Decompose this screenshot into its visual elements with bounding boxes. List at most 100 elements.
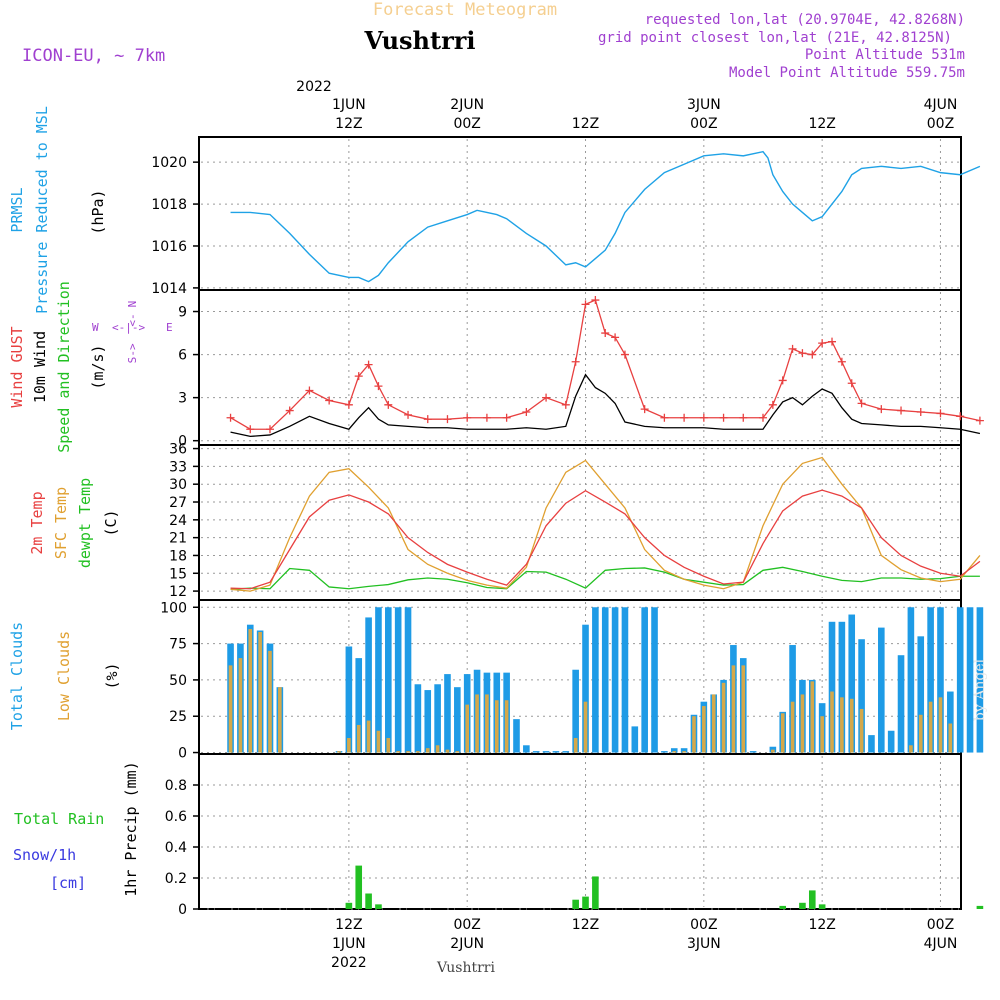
gust-marker xyxy=(897,406,906,415)
temp-ytick-label: 24 xyxy=(169,513,187,529)
wind-gust-label: Wind GUST xyxy=(8,326,26,407)
gust-marker xyxy=(719,413,728,422)
gust-marker xyxy=(482,413,491,422)
low-cloud-bar xyxy=(356,724,361,753)
low-cloud-bar xyxy=(721,682,726,753)
total-cloud-bar xyxy=(562,751,570,753)
gust-marker xyxy=(591,296,600,305)
low-cloud-bar xyxy=(820,716,824,753)
low-cloud-bar xyxy=(485,694,489,753)
gust-marker xyxy=(758,413,767,422)
low-cloud-bar xyxy=(909,745,913,753)
temp-unit-label: (C) xyxy=(102,509,120,536)
rain-bar xyxy=(808,890,816,909)
pressure-unit-label: (hPa) xyxy=(89,189,107,234)
low-cloud-bar xyxy=(741,665,746,753)
total-cloud-bar xyxy=(838,621,846,753)
precip-ytick-label: 0.6 xyxy=(165,809,187,825)
total-clouds-label: Total Clouds xyxy=(8,622,26,730)
low-cloud-bar xyxy=(337,751,341,753)
temp-ytick-label: 30 xyxy=(169,477,187,493)
rain-bar xyxy=(572,899,579,909)
total-cloud-bar xyxy=(907,607,915,753)
gust-marker xyxy=(581,300,590,309)
total-cloud-bar xyxy=(917,636,925,753)
low-cloud-bar xyxy=(278,687,282,753)
gust-marker xyxy=(384,400,393,409)
low-cloud-bar xyxy=(682,751,686,753)
wind-10m-line xyxy=(230,373,981,438)
faint-title: Forecast Meteogram xyxy=(373,0,557,20)
total-cloud-bar xyxy=(897,655,905,753)
bottom-time-label: 00Z xyxy=(690,917,717,933)
total-cloud-bar xyxy=(789,645,796,753)
total-cloud-bar xyxy=(670,748,678,753)
gust-marker xyxy=(305,386,314,395)
grid-lines xyxy=(193,139,959,910)
total-cloud-bar xyxy=(434,684,441,753)
gust-marker xyxy=(265,425,274,434)
bottom-time-label: 4JUN xyxy=(924,936,958,952)
low-cloud-bar xyxy=(672,751,677,753)
gust-marker xyxy=(847,379,856,388)
precip-ytick-label: 0 xyxy=(178,902,187,918)
low-cloud-bar xyxy=(928,701,933,753)
bottom-time-label: 12Z xyxy=(572,917,599,933)
total-cloud-bar xyxy=(572,669,579,753)
rain-bar xyxy=(345,902,353,909)
gust-marker xyxy=(423,415,432,424)
pressure-ytick-label: 1014 xyxy=(151,281,187,297)
gust-marker xyxy=(542,393,551,402)
cloud-ytick-label: 100 xyxy=(160,600,187,616)
total-cloud-bar xyxy=(365,617,372,753)
low-cloud-bar xyxy=(938,697,943,753)
gust-marker xyxy=(354,372,363,381)
total-cloud-bar xyxy=(680,748,688,753)
total-cloud-bar xyxy=(592,607,599,753)
low-cloud-bar xyxy=(386,738,391,753)
wind-ytick-label: 6 xyxy=(178,348,187,364)
total-cloud-bar xyxy=(828,621,836,753)
total-cloud-bar xyxy=(927,607,934,753)
bottom-time-label: 3JUN xyxy=(687,936,721,952)
gust-marker xyxy=(364,360,373,369)
rain-bar xyxy=(818,904,826,909)
gust-marker xyxy=(226,413,235,422)
top-hour-label: 00Z xyxy=(927,116,954,132)
pressure-ytick-label: 1016 xyxy=(151,239,187,255)
cloud-ytick-label: 75 xyxy=(169,637,187,653)
top-time-axis: 1JUN 12Z 2JUN 00Z 12Z 3JUN 00Z 12Z 4JUN 00Z xyxy=(332,97,957,132)
compass-s-arrow: -> xyxy=(126,343,139,357)
compass-north: N xyxy=(126,301,139,308)
cloud-unit-label: (%) xyxy=(103,662,121,689)
compass-legend: N <- -> S W <-|-> E xyxy=(92,301,173,364)
low-cloud-bar xyxy=(692,716,696,753)
low-cloud-bar xyxy=(445,749,450,753)
low-cloud-bar xyxy=(435,745,440,753)
total-cloud-bar xyxy=(621,607,629,753)
temp-ytick-label: 36 xyxy=(169,442,187,458)
gust-marker xyxy=(620,350,629,359)
bottom-time-label: 00Z xyxy=(453,917,480,933)
gust-marker xyxy=(828,337,837,346)
sfc-temp-line xyxy=(230,456,981,592)
gust-marker xyxy=(374,382,383,391)
top-hour-label: 00Z xyxy=(690,116,717,132)
low-cloud-bar xyxy=(849,698,854,753)
low-cloud-bar xyxy=(771,749,775,753)
low-cloud-bar xyxy=(731,665,736,753)
total-cloud-bar xyxy=(385,607,392,753)
top-hour-label: 12Z xyxy=(808,116,835,132)
temp-ytick-label: 21 xyxy=(169,531,187,547)
total-cloud-bar xyxy=(542,751,550,753)
total-cloud-bar xyxy=(976,607,984,753)
bottom-time-axis: 12Z 1JUN 2022 00Z 2JUN 12Z 00Z 3JUN 12Z 00Z 4JUN xyxy=(331,917,957,971)
total-cloud-bar xyxy=(858,639,865,753)
low-cloud-bar xyxy=(494,700,499,753)
low-cloud-bar xyxy=(258,631,262,753)
bottom-time-label: 12Z xyxy=(808,917,835,933)
precip-panel-frame xyxy=(198,753,962,910)
temp-sfc-label: SFC Temp xyxy=(52,487,70,559)
total-cloud-bar xyxy=(641,607,648,753)
